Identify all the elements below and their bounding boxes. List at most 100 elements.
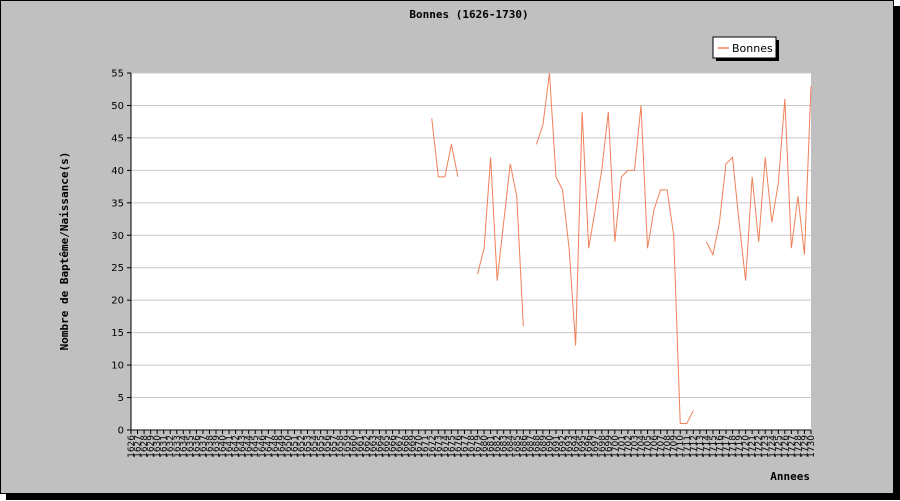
x-tick-label: 1637 <box>199 435 209 458</box>
x-tick-label: 1713 <box>696 435 706 458</box>
x-tick-label: 1651 <box>290 435 300 458</box>
x-tick-label: 1695 <box>578 435 588 458</box>
x-tick-label: 1688 <box>532 435 542 458</box>
x-tick-label: 1668 <box>402 435 412 458</box>
x-tick-label: 1667 <box>395 435 405 458</box>
gridlines <box>131 72 811 399</box>
x-tick-label: 1642 <box>232 435 242 458</box>
y-tick-label: 10 <box>111 361 124 372</box>
x-tick-label: 1635 <box>186 435 196 458</box>
x-tick-label: 1629 <box>147 435 157 458</box>
x-tick-label: 1701 <box>617 435 627 458</box>
x-tick-label: 1671 <box>421 435 431 458</box>
series-line-segment <box>705 85 812 281</box>
x-tick-label: 1723 <box>761 435 771 458</box>
x-tick-label: 1682 <box>493 435 503 458</box>
x-tick-label: 1708 <box>663 435 673 458</box>
x-tick-label: 1669 <box>408 435 418 458</box>
x-tick-label: 1719 <box>735 435 745 458</box>
x-tick-label: 1724 <box>768 435 778 458</box>
x-tick-label: 1696 <box>585 435 595 458</box>
x-tick-label: 1643 <box>238 435 248 458</box>
x-axis-title: Annees <box>770 470 810 483</box>
x-tick-label: 1630 <box>153 435 163 458</box>
x-tick-label: 1649 <box>277 435 287 458</box>
y-tick-label: 0 <box>118 426 124 437</box>
y-tick-label: 50 <box>111 101 124 112</box>
legend: Bonnes <box>712 36 779 61</box>
y-tick-label: 35 <box>111 198 124 209</box>
y-axis-title: Nombre de Baptême/Naissance(s) <box>58 152 71 351</box>
x-tick-label: 1661 <box>356 435 366 458</box>
x-tick-label: 1648 <box>271 435 281 458</box>
x-tick-label: 1644 <box>245 435 255 458</box>
x-tick-label: 1664 <box>375 435 385 458</box>
x-tick-label: 1641 <box>225 435 235 458</box>
x-tick-label: 1691 <box>552 435 562 458</box>
x-tick-label: 1685 <box>513 435 523 458</box>
x-tick-label: 1666 <box>389 435 399 458</box>
x-tick-label: 1683 <box>500 435 510 458</box>
x-tick-label: 1687 <box>526 435 536 458</box>
x-tick-label: 1702 <box>624 435 634 458</box>
y-tick-label: 25 <box>111 263 124 274</box>
x-tick-label: 1634 <box>179 435 189 458</box>
x-tick-label: 1633 <box>173 435 183 458</box>
y-tick-label: 30 <box>111 231 124 242</box>
x-tick-label: 1684 <box>506 435 516 458</box>
x-tick-label: 1698 <box>598 435 608 458</box>
series-line-segment <box>535 72 694 425</box>
x-tick-label: 1697 <box>591 435 601 458</box>
x-tick-label: 1647 <box>264 435 274 458</box>
y-tick-label: 20 <box>111 296 124 307</box>
x-tick-label: 1709 <box>670 435 680 458</box>
x-tick-label: 1628 <box>140 435 150 458</box>
x-tick-label: 1670 <box>415 435 425 458</box>
x-tick-label: 1645 <box>251 435 261 458</box>
x-tick-label: 1720 <box>742 435 752 458</box>
x-tick-label: 1655 <box>317 435 327 458</box>
y-tick-label: 40 <box>111 166 124 177</box>
x-tick-label: 1673 <box>434 435 444 458</box>
x-tick-label: 1675 <box>447 435 457 458</box>
series-line-segment <box>431 118 459 178</box>
x-tick-label: 1662 <box>362 435 372 458</box>
x-tick-label: 1704 <box>637 435 647 458</box>
x-tick-label: 1707 <box>657 435 667 458</box>
chart-frame: Bonnes (1626-1730) Bonnes 0 5 10 15 20 25 30 35… <box>0 0 894 494</box>
x-tick-label: 1680 <box>480 435 490 458</box>
x-tick-label: 1703 <box>630 435 640 458</box>
x-tick-label: 1658 <box>336 435 346 458</box>
x-tick-label: 1706 <box>650 435 660 458</box>
legend-label: Bonnes <box>732 42 773 55</box>
x-tick-label: 1689 <box>539 435 549 458</box>
x-tick-label: 1650 <box>284 435 294 458</box>
plot-area <box>131 73 811 430</box>
x-tick-label: 1657 <box>330 435 340 458</box>
x-tick-label: 1640 <box>219 435 229 458</box>
y-tick-label: 45 <box>111 133 124 144</box>
x-tick-label: 1639 <box>212 435 222 458</box>
x-tick-label: 1722 <box>755 435 765 458</box>
x-tick-label: 1715 <box>709 435 719 458</box>
x-tick-label: 1660 <box>349 435 359 458</box>
x-tick-label: 1672 <box>428 435 438 458</box>
x-tick-label: 1725 <box>774 435 784 458</box>
y-tick-label: 55 <box>111 69 124 80</box>
series-line-segment <box>477 157 524 327</box>
series-lines <box>431 72 812 425</box>
x-tick-label: 1711 <box>683 435 693 458</box>
x-tick-label: 1693 <box>565 435 575 458</box>
x-tick-label: 1686 <box>519 435 529 458</box>
x-tick-label: 1632 <box>166 435 176 458</box>
x-tick-label: 1699 <box>604 435 614 458</box>
x-tick-label: 1677 <box>460 435 470 458</box>
x-tick-label: 1663 <box>369 435 379 458</box>
x-tick-label: 1690 <box>545 435 555 458</box>
x-tick-label: 1652 <box>297 435 307 458</box>
x-tick-label: 1626 <box>127 435 137 458</box>
x-tick-label: 1700 <box>611 435 621 458</box>
x-tick-label: 1717 <box>722 435 732 458</box>
y-tick-label: 5 <box>118 393 124 404</box>
x-tick-label: 1676 <box>454 435 464 458</box>
